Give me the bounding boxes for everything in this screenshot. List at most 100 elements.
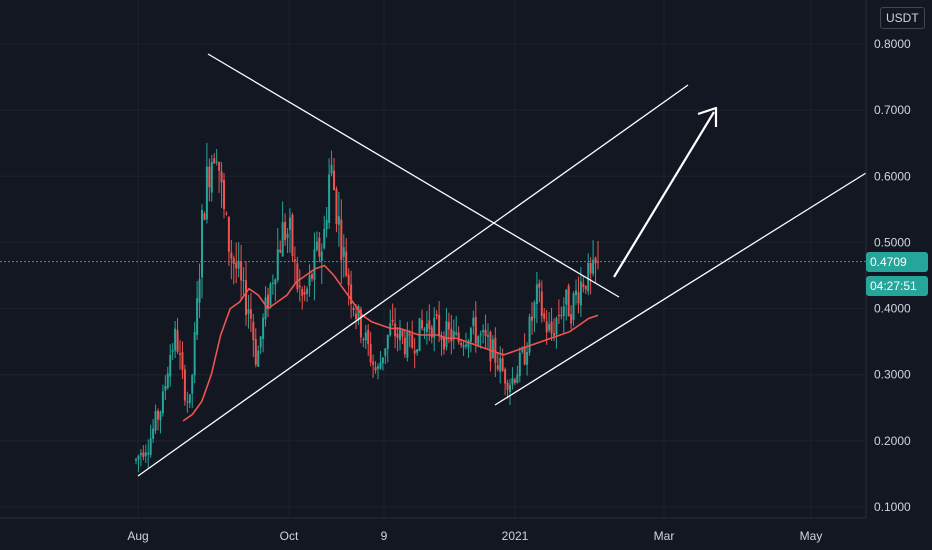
candle-body <box>164 385 167 391</box>
candle-body <box>582 283 585 288</box>
candle-body <box>416 349 419 353</box>
candle-body <box>516 374 519 384</box>
candle-body <box>350 284 353 305</box>
trendline-rising[interactable] <box>137 84 689 477</box>
y-tick-label: 0.3000 <box>874 368 911 382</box>
candle-body <box>535 284 538 305</box>
drawings-layer <box>137 53 867 477</box>
candle-body <box>330 164 333 174</box>
candle-body <box>384 348 387 356</box>
y-tick-label: 0.2000 <box>874 434 911 448</box>
candle-body <box>560 315 563 317</box>
candle-body <box>240 261 243 281</box>
candle-body <box>225 213 228 215</box>
candle-body <box>433 317 436 338</box>
candle-body <box>528 316 531 353</box>
candle-body <box>435 314 438 317</box>
candle-body <box>267 294 269 309</box>
candle-body <box>154 411 157 431</box>
candle-body <box>286 233 289 238</box>
candle-body <box>308 275 311 286</box>
candle-body <box>227 216 230 252</box>
candle-body <box>320 251 323 262</box>
candle-body <box>352 308 355 311</box>
candle-body <box>372 361 375 365</box>
trendline-falling[interactable] <box>207 53 620 298</box>
candle-body <box>553 333 555 336</box>
candle-body <box>179 353 181 355</box>
currency-label[interactable]: USDT <box>880 7 925 29</box>
candle-body <box>572 293 575 320</box>
candle-body <box>235 262 238 269</box>
y-tick-label: 0.1000 <box>874 500 911 514</box>
candle-body <box>203 213 206 220</box>
candle-body <box>592 259 595 274</box>
candle-body <box>430 327 433 338</box>
candle-body <box>526 351 529 365</box>
candle-body <box>301 289 304 296</box>
candle-body <box>487 335 489 337</box>
candle-body <box>399 329 401 341</box>
candle-body <box>183 369 186 401</box>
candle-body <box>401 330 404 337</box>
candle-body <box>142 452 145 457</box>
candle-body <box>242 279 245 281</box>
candle-body <box>374 367 377 371</box>
candle-body <box>201 209 203 278</box>
candle-body <box>425 323 428 333</box>
candle-body <box>550 321 553 334</box>
price-axis[interactable]: 0.8000 0.7000 0.6000 0.5000 0.4000 0.3000 0.20… <box>874 37 911 514</box>
candle-body <box>452 331 455 340</box>
candle-body <box>181 352 184 370</box>
candle-body <box>538 283 541 288</box>
candle-countdown-badge: 04:27:51 <box>866 276 928 296</box>
trendline-support[interactable] <box>494 172 867 406</box>
candle-body <box>279 249 282 253</box>
candle-body <box>291 214 294 257</box>
candle-body <box>335 188 338 225</box>
candle-body <box>445 321 448 347</box>
candle-body <box>457 332 460 343</box>
candle-body <box>188 394 191 403</box>
candle-body <box>337 216 340 225</box>
candle-body <box>237 261 240 269</box>
candle-body <box>298 285 301 288</box>
candle-body <box>191 375 194 394</box>
candle-body <box>579 281 582 306</box>
time-axis[interactable]: Aug Oct 9 2021 Mar May <box>127 529 822 543</box>
candle-body <box>289 217 291 230</box>
candle-body <box>362 339 365 341</box>
candle-body <box>296 263 299 290</box>
candle-body <box>450 328 453 342</box>
candle-body <box>318 237 321 257</box>
candle-body <box>565 289 568 305</box>
candle-body <box>440 336 443 340</box>
x-tick-label: Aug <box>127 529 148 543</box>
candle-body <box>511 378 514 385</box>
candle-body <box>218 161 221 171</box>
candle-body <box>406 332 409 358</box>
y-tick-label: 0.6000 <box>874 169 911 183</box>
candle-body <box>462 345 465 348</box>
candle-body <box>340 219 343 261</box>
candle-body <box>455 332 458 335</box>
candle-body <box>469 328 472 342</box>
candle-body <box>347 274 350 286</box>
candles-layer <box>135 142 599 473</box>
projection-arrow[interactable] <box>613 111 715 278</box>
candle-body <box>369 344 372 363</box>
x-tick-label: 2021 <box>502 529 529 543</box>
candle-body <box>293 259 296 262</box>
candle-body <box>364 332 367 341</box>
candle-body <box>345 251 348 276</box>
candle-body <box>557 314 560 317</box>
candle-body <box>575 290 577 296</box>
candle-body <box>281 222 284 257</box>
candle-body <box>501 358 504 371</box>
candle-body <box>562 306 565 317</box>
candle-body <box>381 357 384 364</box>
candle-body <box>174 328 177 351</box>
candle-body <box>325 219 328 230</box>
candle-body <box>357 306 360 319</box>
